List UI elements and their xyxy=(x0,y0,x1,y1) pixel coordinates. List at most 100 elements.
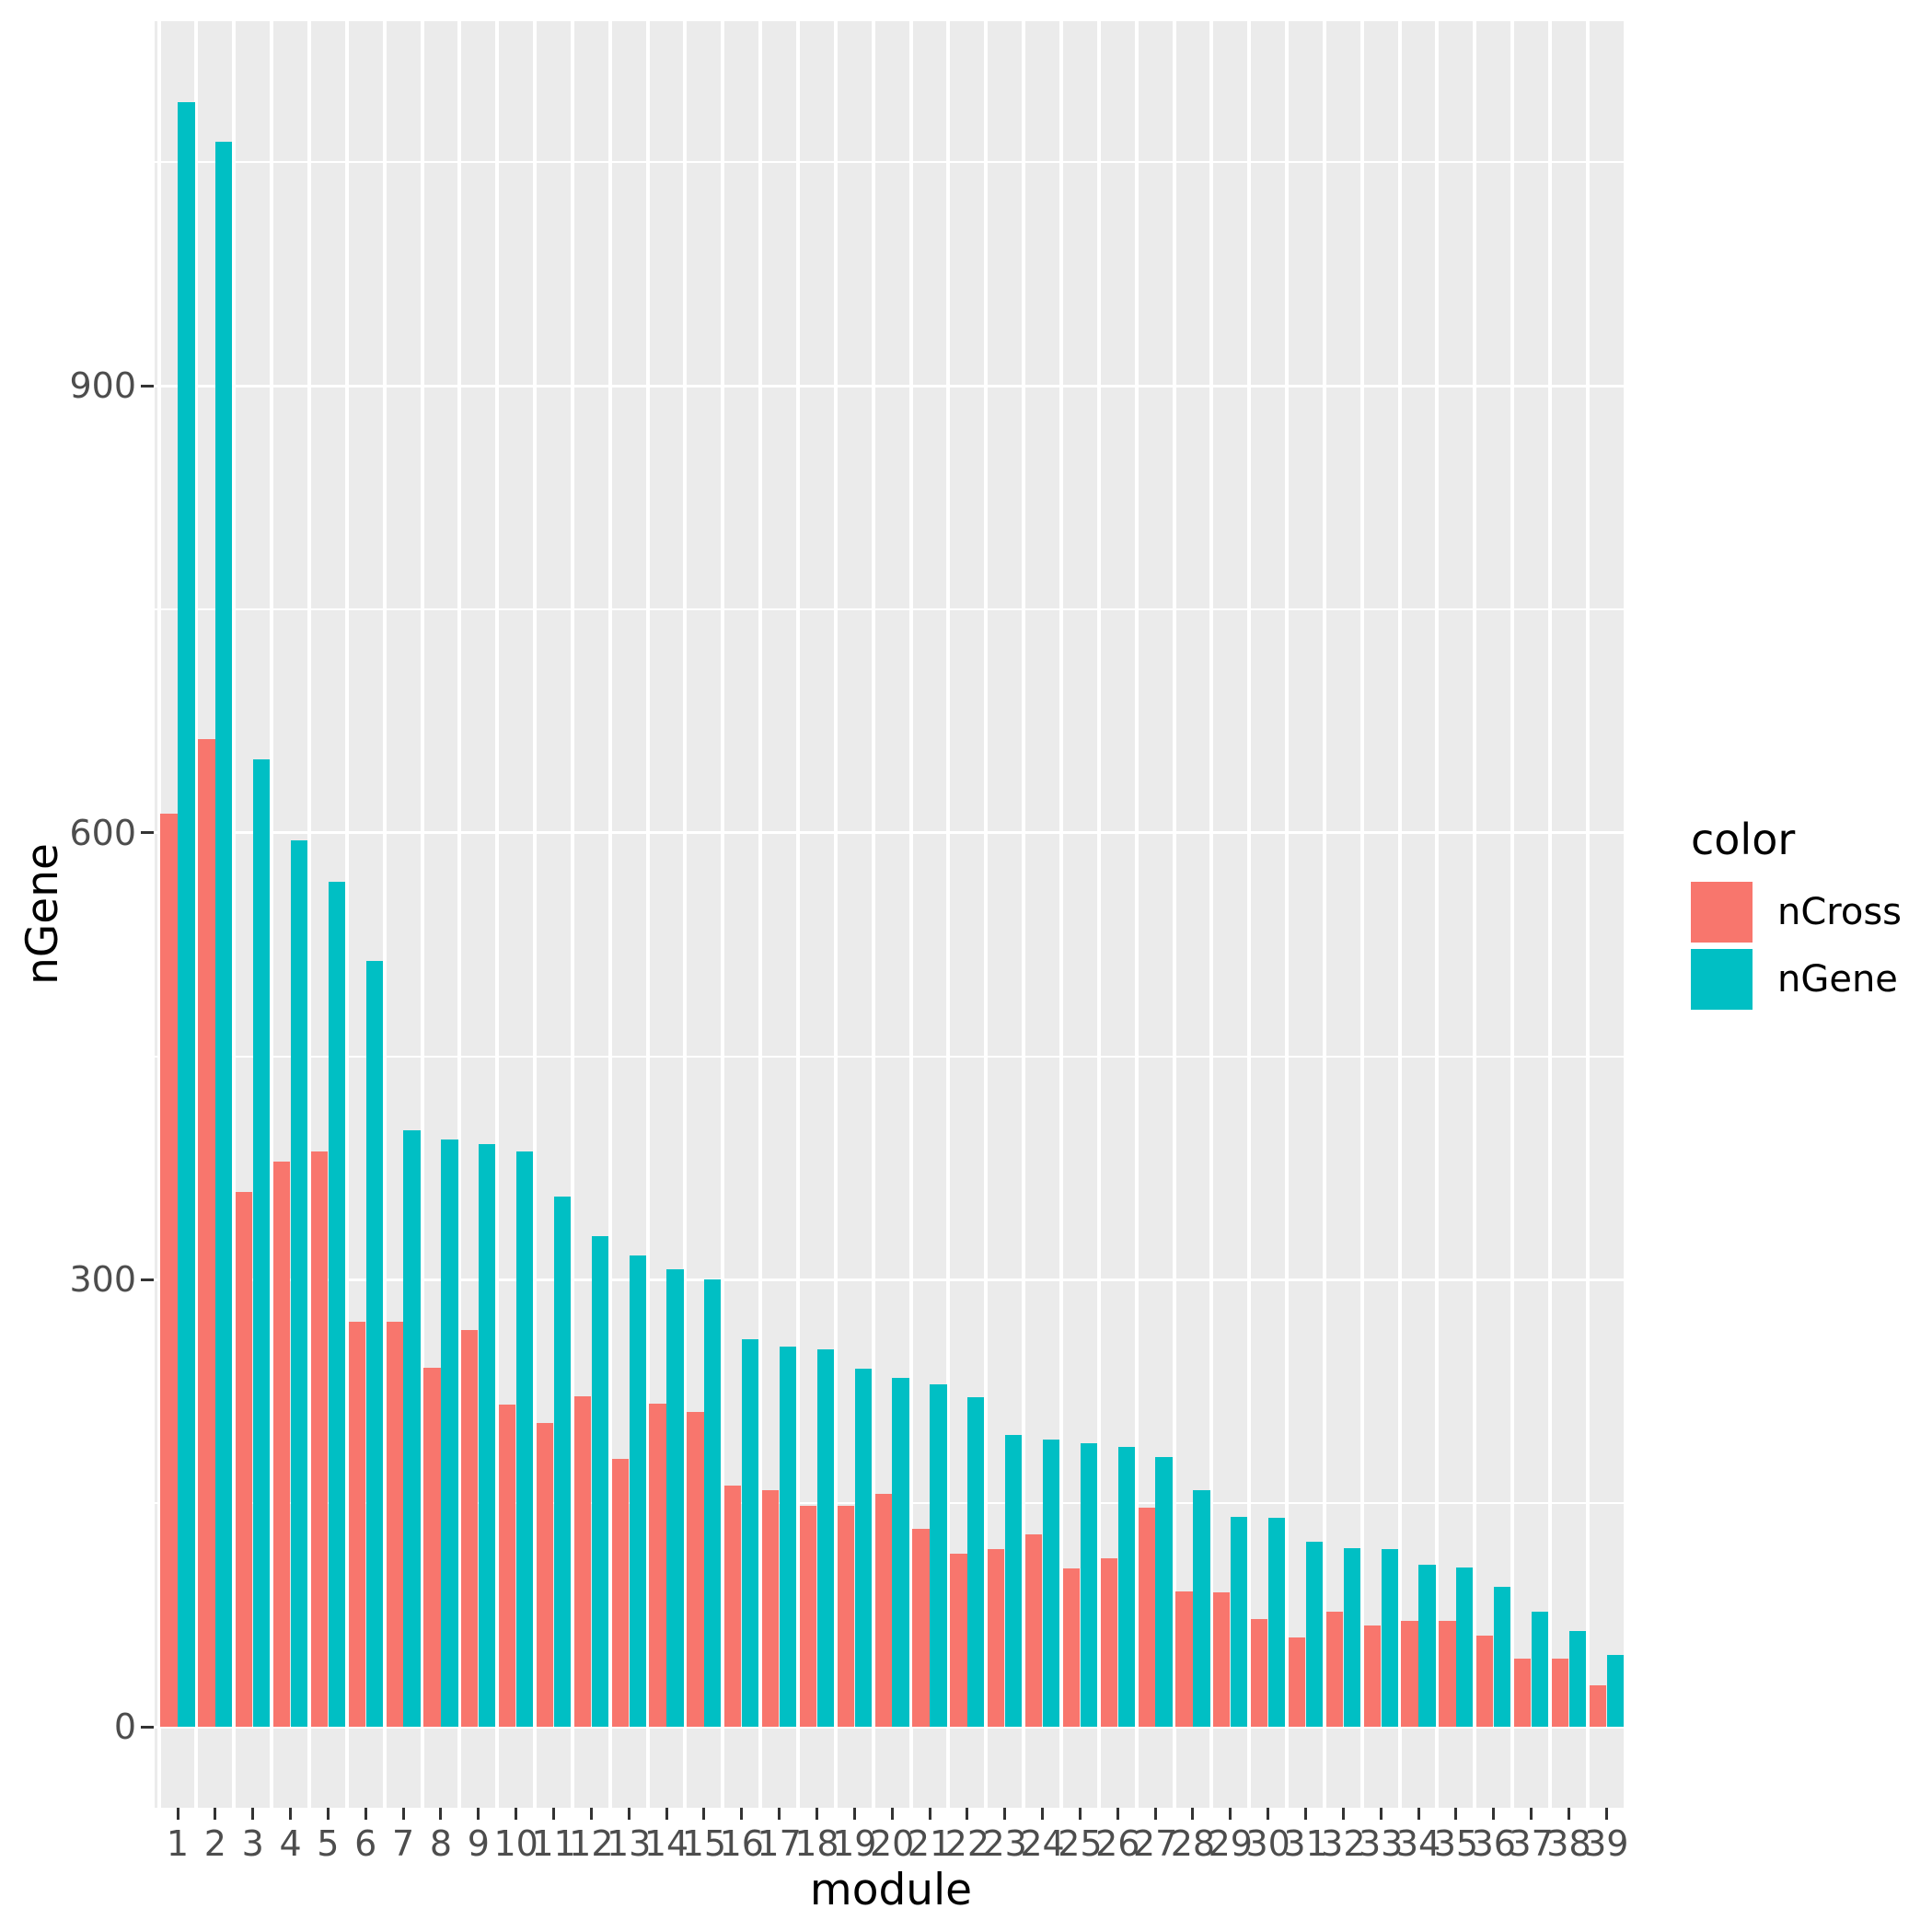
gridline-vertical xyxy=(1359,21,1364,1808)
gridline-vertical xyxy=(758,21,763,1808)
x-axis-tick xyxy=(1604,1808,1608,1820)
bar-ncross-module-3 xyxy=(236,1191,253,1727)
bar-ngene-module-39 xyxy=(1606,1655,1624,1727)
bar-ncross-module-6 xyxy=(348,1321,365,1727)
gridline-vertical xyxy=(1247,21,1252,1808)
gridline-vertical xyxy=(1022,21,1026,1808)
y-axis-title: nGene xyxy=(17,843,68,985)
gridline-vertical xyxy=(1172,21,1176,1808)
gridline-vertical xyxy=(420,21,424,1808)
gridline-major xyxy=(155,1278,1627,1281)
bar-ngene-module-20 xyxy=(892,1378,909,1727)
bar-ncross-module-7 xyxy=(386,1321,403,1727)
gridline-vertical xyxy=(1397,21,1402,1808)
x-tick-label-25: 25 xyxy=(1058,1823,1103,1864)
bar-ncross-module-27 xyxy=(1138,1508,1155,1727)
x-axis-tick xyxy=(1153,1808,1157,1820)
x-tick-label-18: 18 xyxy=(794,1823,839,1864)
x-tick-label-6: 6 xyxy=(354,1823,377,1864)
gridline-vertical xyxy=(984,21,989,1808)
x-tick-label-28: 28 xyxy=(1170,1823,1216,1864)
x-tick-label-36: 36 xyxy=(1471,1823,1516,1864)
x-tick-label-30: 30 xyxy=(1245,1823,1290,1864)
bar-ncross-module-8 xyxy=(423,1367,441,1727)
legend-label-nGene: nGene xyxy=(1777,958,1898,1001)
x-axis-tick xyxy=(1003,1808,1007,1820)
bar-ngene-module-24 xyxy=(1042,1439,1060,1727)
x-axis-tick xyxy=(702,1808,706,1820)
gridline-vertical xyxy=(1623,21,1627,1808)
bar-ngene-module-10 xyxy=(515,1151,534,1727)
bar-ngene-module-19 xyxy=(854,1369,872,1727)
bar-ngene-module-35 xyxy=(1456,1567,1474,1727)
x-tick-label-39: 39 xyxy=(1584,1823,1629,1864)
y-tick-label-900: 900 xyxy=(69,365,136,406)
gridline-vertical xyxy=(1585,21,1590,1808)
bar-ncross-module-18 xyxy=(799,1506,817,1727)
bar-ngene-module-30 xyxy=(1267,1518,1286,1727)
bar-ncross-module-11 xyxy=(536,1422,554,1727)
gridline-minor xyxy=(155,1055,1627,1058)
x-tick-label-9: 9 xyxy=(467,1823,490,1864)
gridline-vertical xyxy=(1059,21,1063,1808)
bar-ngene-module-34 xyxy=(1418,1564,1436,1727)
bar-ngene-module-1 xyxy=(178,102,195,1727)
bar-ncross-module-17 xyxy=(762,1489,780,1727)
bar-ncross-module-21 xyxy=(912,1528,930,1727)
x-axis-title: module xyxy=(809,1865,973,1915)
gridline-vertical xyxy=(1134,21,1139,1808)
gridline-vertical xyxy=(607,21,612,1808)
bar-ngene-module-28 xyxy=(1193,1489,1210,1727)
x-tick-label-35: 35 xyxy=(1433,1823,1479,1864)
x-tick-label-34: 34 xyxy=(1395,1823,1441,1864)
y-axis-tick xyxy=(141,384,154,388)
x-axis-tick xyxy=(176,1808,179,1820)
x-axis-tick xyxy=(665,1808,668,1820)
x-tick-label-24: 24 xyxy=(1020,1823,1065,1864)
bar-ncross-module-28 xyxy=(1175,1591,1193,1727)
x-tick-label-1: 1 xyxy=(166,1823,190,1864)
bar-ncross-module-4 xyxy=(272,1162,291,1727)
x-axis-tick xyxy=(815,1808,818,1820)
bar-ncross-module-19 xyxy=(837,1506,854,1727)
bar-ncross-module-13 xyxy=(611,1458,629,1727)
gridline-vertical xyxy=(833,21,838,1808)
bar-ncross-module-23 xyxy=(988,1549,1005,1727)
gridline-vertical xyxy=(156,21,161,1808)
x-axis-tick xyxy=(627,1808,631,1820)
x-axis-tick xyxy=(852,1808,856,1820)
bar-ngene-module-11 xyxy=(553,1196,572,1727)
gridline-minor xyxy=(155,161,1627,164)
bar-ncross-module-1 xyxy=(160,813,178,1727)
bar-ngene-module-8 xyxy=(441,1140,458,1727)
bar-ncross-module-39 xyxy=(1589,1684,1606,1727)
bar-ngene-module-16 xyxy=(742,1339,759,1727)
x-axis-tick xyxy=(1116,1808,1119,1820)
bar-ngene-module-17 xyxy=(779,1347,797,1727)
gridline-vertical xyxy=(908,21,913,1808)
gridline-vertical xyxy=(232,21,237,1808)
legend-item: nGene xyxy=(1691,949,1902,1010)
gridline-vertical xyxy=(457,21,462,1808)
gridline-vertical xyxy=(1510,21,1515,1808)
bar-ngene-module-13 xyxy=(629,1255,646,1727)
bar-ncross-module-33 xyxy=(1363,1625,1381,1727)
bar-ncross-module-9 xyxy=(461,1330,479,1727)
legend-swatch-nGene xyxy=(1691,949,1753,1010)
y-axis-tick xyxy=(141,1278,154,1281)
gridline-vertical xyxy=(382,21,387,1808)
bar-ncross-module-29 xyxy=(1213,1592,1231,1727)
x-axis-tick xyxy=(364,1808,367,1820)
bar-ncross-module-26 xyxy=(1100,1558,1117,1727)
x-axis-tick xyxy=(1341,1808,1345,1820)
x-tick-label-38: 38 xyxy=(1546,1823,1591,1864)
gridline-vertical xyxy=(533,21,538,1808)
x-tick-label-16: 16 xyxy=(719,1823,764,1864)
y-axis-tick xyxy=(141,831,154,835)
bar-ncross-module-10 xyxy=(499,1405,516,1727)
gridline-major xyxy=(155,831,1627,835)
gridline-major xyxy=(155,1725,1627,1729)
x-tick-label-22: 22 xyxy=(944,1823,990,1864)
legend-item: nCross xyxy=(1691,882,1902,943)
